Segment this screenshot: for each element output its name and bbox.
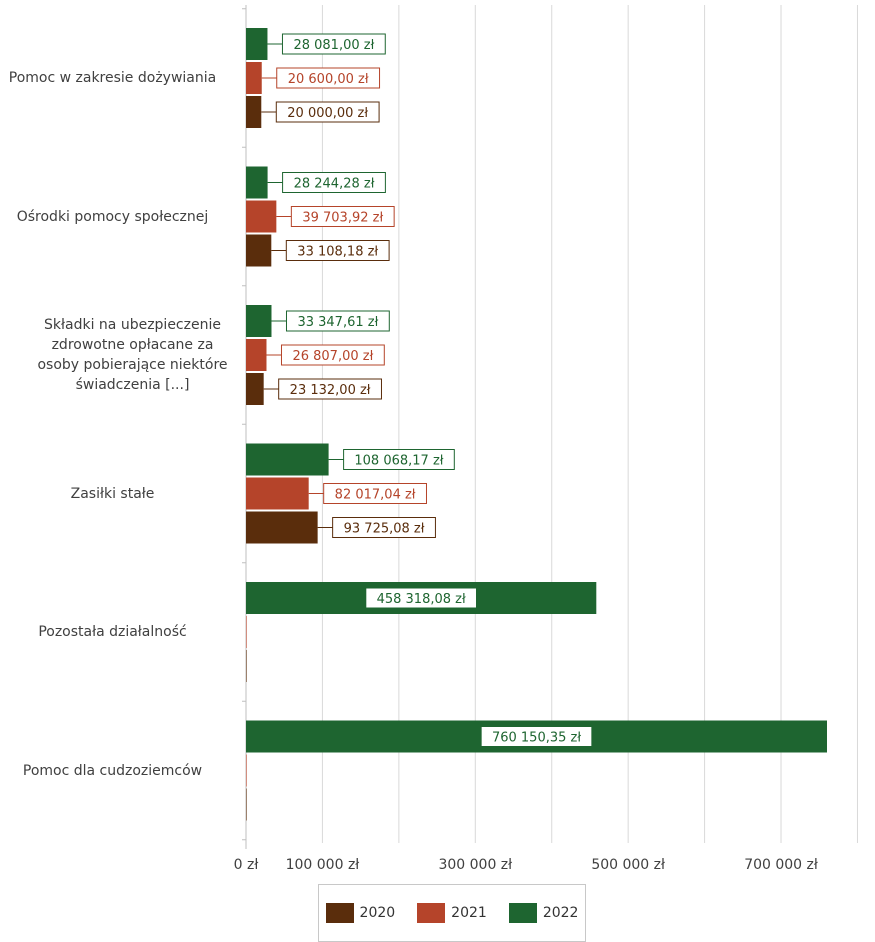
category-label: Pozostała działalność <box>38 624 187 640</box>
category-label: Ośrodki pomocy społecznej <box>16 208 209 225</box>
data-label-2021: 39 703,92 zł <box>302 211 383 226</box>
data-label-box <box>280 344 385 366</box>
bar-2021 <box>246 200 277 233</box>
data-label-2022: 28 081,00 zł <box>293 38 374 53</box>
x-tick-label: 100 000 zł <box>286 857 360 873</box>
data-label-box <box>275 101 380 123</box>
x-tick-label: 300 000 zł <box>438 857 512 873</box>
data-label-2022: 108 068,17 zł <box>354 454 443 469</box>
data-label-box <box>480 726 593 747</box>
x-tick-label: 0 zł <box>234 857 259 873</box>
data-label-box <box>282 172 386 193</box>
data-label-box <box>343 449 455 470</box>
bar-2021 <box>246 616 247 648</box>
bar-2022 <box>246 166 268 199</box>
legend-label-2020: 2020 <box>359 905 396 921</box>
category-label: Zasiłki stałe <box>70 485 155 502</box>
bar-2022 <box>246 305 272 337</box>
x-tick-label: 500 000 zł <box>591 857 665 873</box>
legend-item-2021: 2021 <box>417 903 487 923</box>
data-label-2022: 33 347,61 zł <box>297 315 378 330</box>
data-label-2021: 82 017,04 zł <box>335 488 416 503</box>
data-label-box <box>323 483 427 504</box>
data-label-2022: 760 150,35 zł <box>492 731 581 746</box>
data-label-box <box>281 33 386 55</box>
category-label: Pomoc dla cudzoziemców <box>22 762 203 779</box>
data-label-box <box>285 310 390 332</box>
data-label-2022: 28 244,28 zł <box>294 177 375 192</box>
legend-label-2021: 2021 <box>451 905 487 921</box>
x-tick-label: 700 000 zł <box>744 857 818 873</box>
bar-2022 <box>246 443 329 476</box>
data-label-2020: 20 000,00 zł <box>287 106 368 121</box>
legend: 2020 2021 2022 <box>318 884 586 942</box>
data-label-2020: 93 725,08 zł <box>344 522 425 537</box>
data-label-box <box>365 587 478 609</box>
bar-2020 <box>246 511 318 544</box>
bar-2020 <box>246 650 247 682</box>
legend-item-2020: 2020 <box>325 903 396 923</box>
data-label-box <box>276 67 381 89</box>
bar-2020 <box>246 373 264 405</box>
data-label-2021: 26 807,00 zł <box>292 349 373 364</box>
legend-item-2022: 2022 <box>508 903 579 923</box>
data-label-box <box>290 206 395 227</box>
category-label: Składki na ubezpieczenie zdrowotne opłac… <box>37 317 228 393</box>
bar-2021 <box>246 339 267 371</box>
bar-2022 <box>246 28 268 60</box>
data-label-2020: 33 108,18 zł <box>297 245 378 260</box>
legend-swatch-2020 <box>325 903 354 923</box>
bar-2020 <box>246 96 262 128</box>
category-label: Pomoc w zakresie dożywiania <box>8 70 217 86</box>
bar-2021 <box>246 62 262 94</box>
data-label-2022: 458 318,08 zł <box>377 592 466 607</box>
data-label-2020: 23 132,00 zł <box>290 383 371 398</box>
bar-2020 <box>246 234 272 267</box>
bar-chart: 0 zł 100 000 zł 300 000 zł 500 000 zł 700 00… <box>234 5 858 873</box>
bar-2020 <box>246 788 247 821</box>
legend-swatch-2022 <box>508 903 537 923</box>
bar-2021 <box>246 754 247 787</box>
data-label-box <box>278 378 382 400</box>
data-label-2021: 20 600,00 zł <box>288 72 369 87</box>
legend-swatch-2021 <box>417 903 446 923</box>
data-label-box <box>285 240 390 261</box>
legend-label-2022: 2022 <box>542 905 579 921</box>
bar-2021 <box>246 477 309 510</box>
data-label-box <box>332 517 436 538</box>
